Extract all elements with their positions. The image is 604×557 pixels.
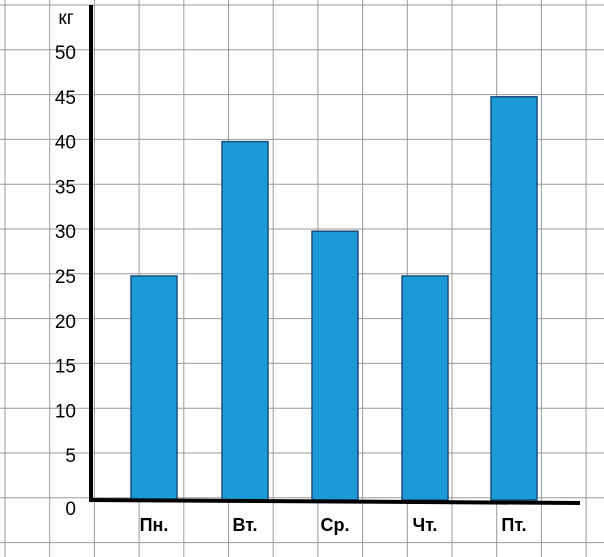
y-tick-label: 25 (55, 267, 76, 288)
y-tick-label: 35 (55, 177, 76, 198)
x-tick-label: Чт. (413, 515, 438, 535)
y-axis-label: кг (58, 8, 73, 29)
bar-2 (221, 140, 269, 501)
y-tick-label: 20 (55, 312, 76, 333)
bar-1 (130, 275, 178, 501)
y-tick-label: 10 (55, 401, 76, 422)
y-tick-label: 15 (55, 357, 76, 378)
bars (130, 96, 538, 501)
y-tick-label: 5 (65, 446, 76, 467)
y-tick-label: 0 (65, 499, 76, 520)
x-tick-label: Вт. (233, 515, 258, 535)
x-tick-labels: Пн. Вт. Ср. Чт. Пт. (140, 515, 527, 535)
bar-3 (311, 230, 359, 501)
y-tick-label: 40 (55, 133, 76, 154)
x-tick-label: Ср. (321, 515, 350, 535)
x-axis (88, 498, 581, 505)
y-tick-label: 45 (55, 88, 76, 109)
x-tick-label: Пт. (501, 515, 526, 535)
bar-4 (401, 275, 449, 501)
y-tick-label: 30 (55, 222, 76, 243)
y-tick-label: 50 (55, 43, 76, 64)
y-tick-labels: 0 5 10 15 20 25 30 35 40 45 50 (55, 43, 76, 520)
x-tick-label: Пн. (140, 515, 169, 535)
bar-5 (490, 96, 538, 501)
